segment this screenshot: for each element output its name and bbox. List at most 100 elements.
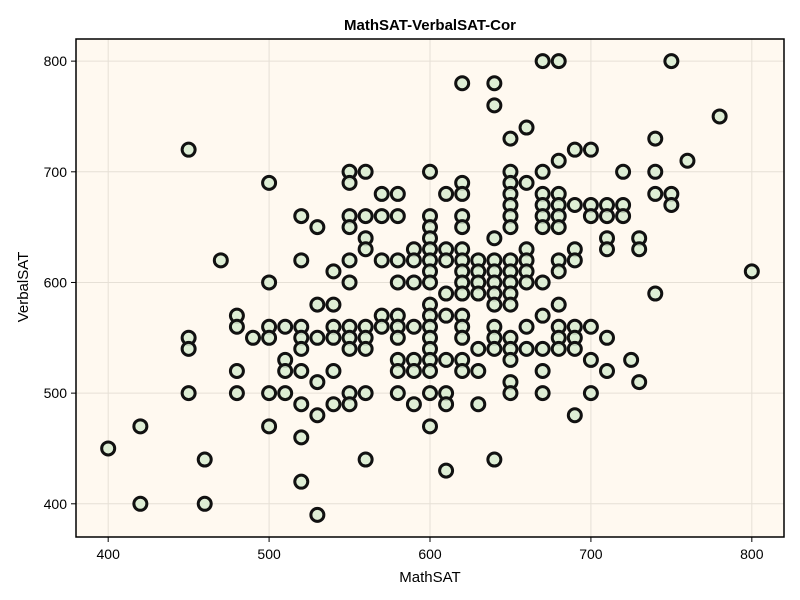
scatter-point	[357, 208, 374, 225]
x-axis-ticks: 400 500 600 700 800	[97, 537, 764, 562]
scatter-point	[277, 385, 294, 402]
scatter-point	[325, 296, 342, 313]
scatter-point	[599, 329, 615, 346]
y-tick-label: 600	[44, 274, 68, 290]
scatter-point	[309, 219, 326, 236]
scatter-point	[373, 185, 390, 202]
scatter-point	[405, 318, 422, 335]
scatter-point	[309, 506, 326, 523]
scatter-point	[486, 296, 503, 313]
scatter-point	[196, 451, 213, 468]
scatter-point	[293, 473, 310, 490]
y-axis-ticks: 400 500 600 700 800	[44, 53, 76, 512]
scatter-point	[438, 252, 455, 269]
data-points	[100, 53, 760, 523]
scatter-point	[534, 307, 551, 324]
scatter-point	[293, 396, 310, 413]
scatter-point	[325, 396, 342, 413]
scatter-point	[566, 197, 583, 213]
scatter-point	[470, 396, 487, 413]
scatter-point	[438, 307, 455, 324]
scatter-point	[454, 363, 471, 379]
scatter-point	[518, 318, 535, 335]
scatter-point	[454, 75, 471, 92]
scatter-point	[518, 174, 535, 191]
scatter-point	[438, 351, 455, 368]
scatter-point	[389, 274, 406, 291]
scatter-point	[615, 208, 632, 225]
scatter-point	[261, 274, 278, 291]
scatter-point	[438, 396, 455, 413]
x-tick-label: 500	[257, 546, 281, 562]
scatter-point	[518, 340, 535, 357]
scatter-point	[550, 219, 567, 236]
scatter-point	[245, 329, 261, 346]
scatter-point	[566, 141, 583, 158]
scatter-point	[309, 374, 326, 391]
chart-title: MathSAT-VerbalSAT-Cor	[344, 17, 516, 34]
scatter-point	[582, 318, 599, 335]
scatter-point	[550, 53, 567, 70]
x-tick-label: 700	[579, 546, 603, 562]
scatter-point	[212, 252, 229, 269]
scatter-point	[711, 108, 728, 125]
scatter-point	[534, 340, 551, 357]
scatter-point	[357, 385, 374, 402]
x-tick-label: 800	[740, 546, 764, 562]
scatter-point	[550, 296, 567, 313]
scatter-point	[582, 141, 599, 158]
scatter-point	[293, 252, 310, 269]
scatter-point	[566, 252, 583, 269]
scatter-point	[389, 252, 406, 269]
scatter-point	[663, 53, 680, 70]
scatter-point	[534, 53, 551, 70]
scatter-point	[325, 363, 342, 379]
scatter-point	[631, 374, 648, 391]
y-tick-label: 700	[44, 164, 68, 180]
scatter-point	[550, 152, 567, 169]
scatter-point	[486, 451, 503, 468]
scatter-point	[486, 230, 503, 247]
scatter-point	[599, 363, 615, 379]
scatter-point	[309, 407, 326, 424]
scatter-point	[438, 285, 455, 302]
scatter-point	[582, 351, 599, 368]
scatter-point	[422, 363, 438, 379]
scatter-point	[341, 274, 358, 291]
scatter-point	[325, 329, 342, 346]
scatter-point	[599, 241, 615, 258]
scatter-point	[261, 174, 278, 191]
scatter-point	[486, 75, 503, 92]
scatter-point	[454, 285, 471, 302]
scatter-point	[373, 208, 390, 225]
scatter-point	[486, 340, 503, 357]
scatter-point	[422, 385, 438, 402]
scatter-point	[357, 451, 374, 468]
scatter-point	[293, 429, 310, 446]
scatter-point	[389, 185, 406, 202]
scatter-point	[277, 363, 294, 379]
scatter-point	[470, 363, 487, 379]
scatter-point	[228, 385, 245, 402]
scatter-point	[502, 351, 519, 368]
scatter-point	[261, 329, 278, 346]
scatter-point	[132, 418, 149, 435]
scatter-point	[534, 363, 551, 379]
scatter-point	[132, 495, 149, 512]
scatter-point	[623, 351, 640, 368]
scatter-point	[550, 340, 567, 357]
scatter-point	[438, 185, 455, 202]
scatter-point	[293, 340, 310, 357]
scatter-point	[534, 219, 551, 236]
scatter-point	[180, 340, 197, 357]
scatter-point	[550, 263, 567, 280]
scatter-point	[454, 329, 471, 346]
scatter-point	[373, 318, 390, 335]
scatter-point	[422, 163, 438, 180]
scatter-point	[534, 163, 551, 180]
scatter-point	[615, 163, 632, 180]
scatter-point	[566, 407, 583, 424]
scatter-point	[309, 329, 326, 346]
scatter-point	[743, 263, 760, 280]
